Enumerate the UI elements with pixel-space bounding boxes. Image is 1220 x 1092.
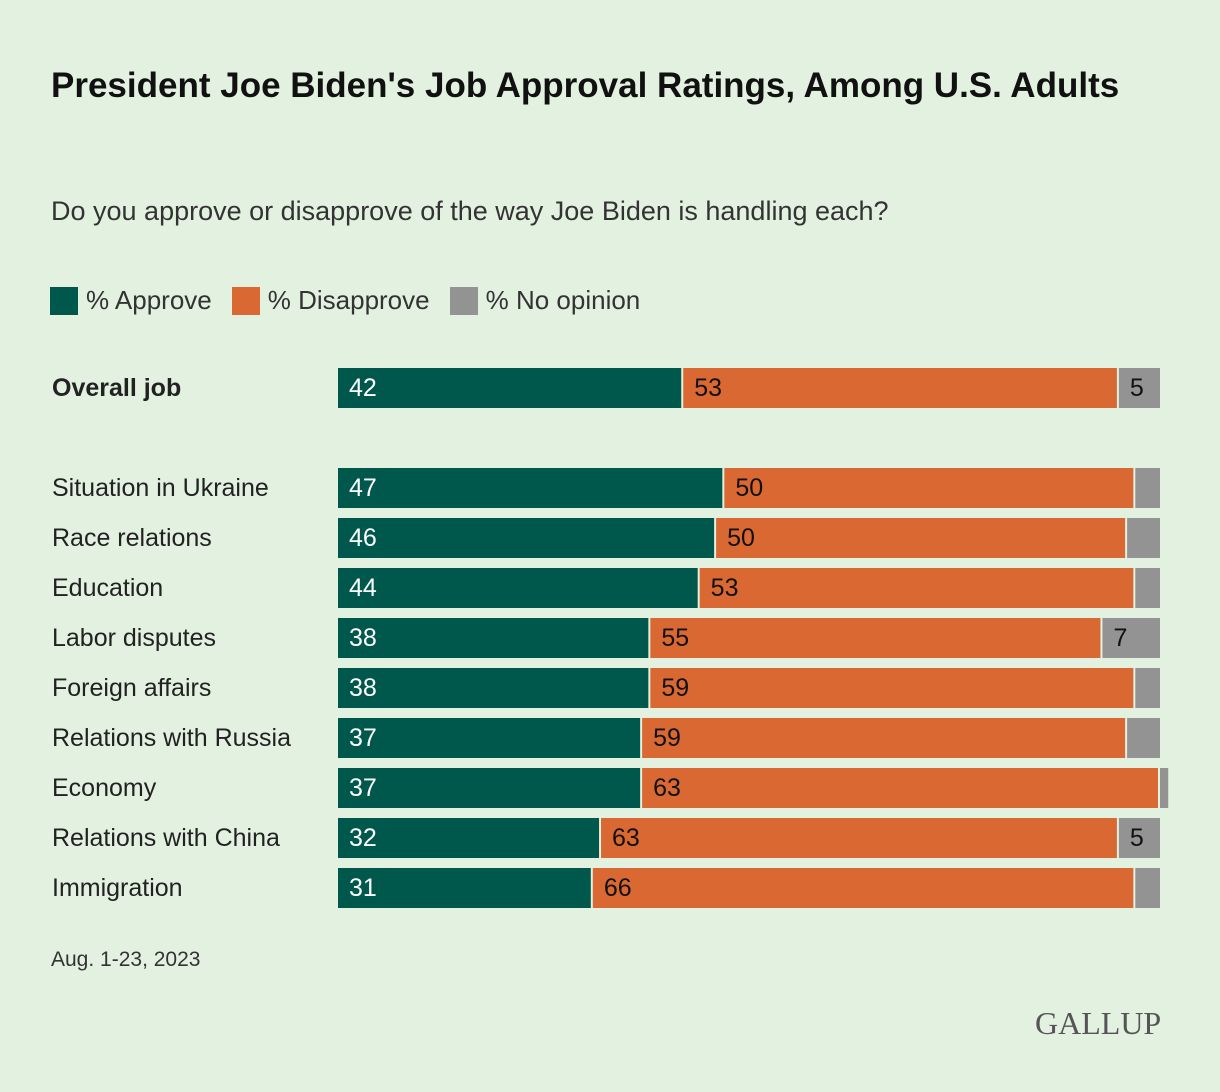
category-label: Situation in Ukraine [52,474,269,502]
bar-segment-disapprove [699,568,1134,608]
data-label: 46 [349,524,377,552]
bar-segment-no-opinion [1135,468,1160,508]
data-label: 38 [349,624,377,652]
category-label: Economy [52,774,157,802]
chart-subtitle: Do you approve or disapprove of the way … [51,196,889,226]
data-label: 59 [661,674,689,702]
data-label: 53 [694,374,722,402]
category-label: Relations with Russia [52,724,291,752]
category-label: Education [52,574,163,602]
bar-segment-disapprove [601,818,1117,858]
bar-segment-approve [338,768,641,808]
bar-segment-no-opinion [1135,568,1160,608]
category-label: Immigration [52,874,183,902]
data-label: 38 [349,674,377,702]
legend-no-opinion: % No opinion [449,285,641,316]
legend-label: % No opinion [485,285,641,315]
legend-swatch-approve [50,286,78,315]
bar-segment-approve [338,868,591,908]
legend: % Approve % Disapprove % No opinion [50,285,640,316]
bar-segment-approve [338,468,723,508]
data-label: 66 [604,874,632,902]
legend-label: % Approve [86,285,212,315]
bar-segment-disapprove [650,618,1101,658]
data-label: 37 [349,774,377,802]
data-label: 63 [612,824,640,852]
gallup-logo: GALLUP [1035,1005,1162,1041]
data-label: 37 [349,724,377,752]
bar-segment-approve [338,368,682,408]
legend-disapprove: % Disapprove [231,285,430,316]
category-label: Labor disputes [52,624,216,652]
data-label: 32 [349,824,377,852]
category-label: Relations with China [52,824,280,852]
bar-segment-no-opinion [1160,768,1169,808]
bar-segment-disapprove [683,368,1117,408]
bar-segment-disapprove [642,718,1126,758]
data-label: 42 [349,374,377,402]
bar-segment-no-opinion [1127,718,1160,758]
data-label: 50 [727,524,755,552]
bar-segment-approve [338,518,715,558]
data-label: 55 [661,624,689,652]
bar-segment-no-opinion [1135,668,1160,708]
chart-title: President Joe Biden's Job Approval Ratin… [51,66,1120,105]
data-label: 31 [349,874,377,902]
date-footnote: Aug. 1-23, 2023 [51,948,201,971]
bar-segment-approve [338,618,649,658]
bar-segment-approve [338,718,641,758]
bar-segment-disapprove [642,768,1158,808]
data-label: 53 [711,574,739,602]
bar-segment-disapprove [592,868,1134,908]
data-label: 44 [349,574,377,602]
data-label: 50 [735,474,763,502]
bar-segment-no-opinion [1118,368,1160,408]
legend-approve: % Approve [50,285,212,316]
bar-segment-disapprove [650,668,1134,708]
legend-swatch-disapprove [231,286,260,315]
data-label: 5 [1130,374,1144,402]
bar-segment-no-opinion [1135,868,1160,908]
data-label: 59 [653,724,681,752]
legend-label: % Disapprove [267,285,430,315]
category-label: Race relations [52,524,212,552]
bar-segment-disapprove [716,518,1126,558]
bar-segment-approve [338,568,698,608]
data-label: 47 [349,474,377,502]
category-label: Overall job [52,374,181,402]
bar-segment-no-opinion [1127,518,1160,558]
bar-segment-approve [338,818,600,858]
bar-segment-disapprove [724,468,1134,508]
data-label: 63 [653,774,681,802]
bar-segment-approve [338,668,649,708]
data-label: 7 [1113,624,1127,652]
bar-segment-no-opinion [1102,618,1160,658]
category-label: Foreign affairs [52,674,211,702]
bar-segment-no-opinion [1118,818,1160,858]
legend-swatch-no-opinion [449,286,478,315]
data-label: 5 [1130,824,1144,852]
